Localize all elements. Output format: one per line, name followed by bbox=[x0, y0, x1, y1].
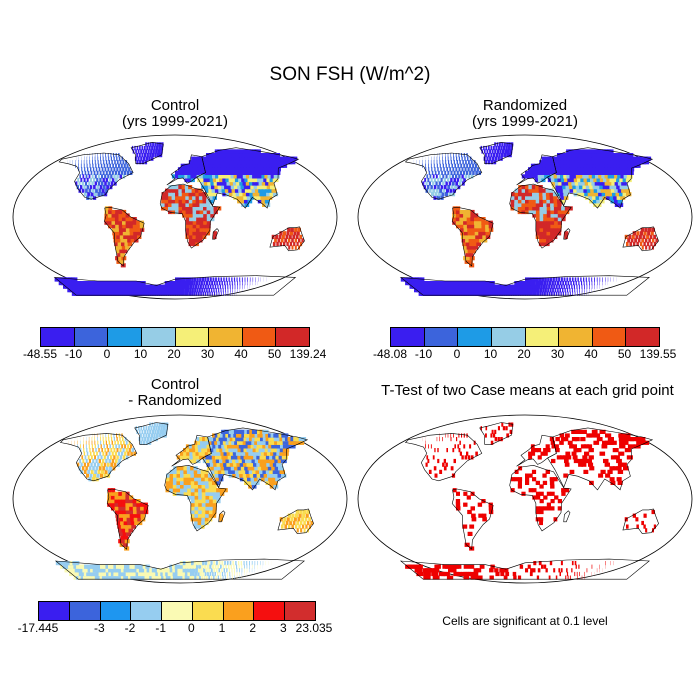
colorbar-label: 2 bbox=[249, 621, 256, 635]
colorbar-label: 139.24 bbox=[289, 347, 327, 361]
colorbar-swatch bbox=[100, 602, 132, 620]
colorbar-label: 1 bbox=[218, 621, 226, 635]
panel-title-randomized: Randomized (yrs 1999-2021) bbox=[395, 98, 655, 130]
colorbar-label: 30 bbox=[550, 347, 565, 361]
colorbar-swatch bbox=[39, 602, 70, 620]
colorbar-label: -17.445 bbox=[17, 621, 59, 635]
colorbar-label: 0 bbox=[453, 347, 461, 361]
colorbar-swatch bbox=[276, 328, 309, 346]
land-cells bbox=[405, 422, 656, 580]
coastlines bbox=[53, 141, 305, 296]
significance-note: Cells are significant at 0.1 level bbox=[442, 614, 608, 628]
colorbar-swatch bbox=[491, 328, 526, 346]
control-colorbar bbox=[40, 327, 310, 347]
colorbar-swatch bbox=[108, 328, 142, 346]
colorbar-swatch bbox=[391, 328, 425, 346]
colorbar-label: -48.08 bbox=[372, 347, 408, 361]
colorbar-swatch bbox=[209, 328, 243, 346]
panel-title: Control bbox=[150, 97, 200, 114]
colorbar-label: 30 bbox=[200, 347, 215, 361]
colorbar-swatch bbox=[131, 602, 163, 620]
panel-title-ttest: T-Test of two Case means at each grid po… bbox=[381, 382, 674, 399]
colorbar-swatch bbox=[626, 328, 659, 346]
colorbar-swatch bbox=[162, 602, 193, 620]
ttest-map bbox=[357, 414, 693, 584]
colorbar-label: 23.035 bbox=[295, 621, 333, 635]
panel-title-diff: Control - Randomized bbox=[45, 377, 305, 409]
colorbar-label: -2 bbox=[124, 621, 136, 635]
colorbar-label: 0 bbox=[187, 621, 195, 635]
colorbar-label: 0 bbox=[103, 347, 111, 361]
colorbar-swatch bbox=[175, 328, 210, 346]
panel-title: Randomized bbox=[482, 97, 568, 114]
colorbar-swatch bbox=[69, 602, 101, 620]
colorbar-swatch bbox=[424, 328, 459, 346]
panel-subtitle: - Randomized bbox=[128, 392, 222, 409]
colorbar-label: -10 bbox=[64, 347, 83, 361]
colorbar-label: 10 bbox=[483, 347, 498, 361]
colorbar-label: 10 bbox=[133, 347, 148, 361]
land-cells bbox=[400, 142, 658, 296]
panel-subtitle: (yrs 1999-2021) bbox=[472, 113, 578, 130]
colorbar-label: 40 bbox=[234, 347, 248, 361]
colorbar-swatch bbox=[223, 602, 255, 620]
colorbar-label: 40 bbox=[584, 347, 598, 361]
randomized-colorbar bbox=[390, 327, 660, 347]
colorbar-swatch bbox=[559, 328, 593, 346]
panel-title-control: Control (yrs 1999-2021) bbox=[45, 98, 305, 130]
colorbar-label: 139.55 bbox=[639, 347, 677, 361]
coastlines bbox=[399, 422, 659, 580]
map-outline bbox=[357, 414, 693, 584]
colorbar-swatch bbox=[285, 602, 316, 620]
colorbar-label: 50 bbox=[267, 347, 282, 361]
control-map bbox=[12, 134, 338, 300]
colorbar-label: -10 bbox=[414, 347, 433, 361]
colorbar-label: 50 bbox=[617, 347, 632, 361]
colorbar-label: -48.55 bbox=[22, 347, 58, 361]
randomized-map bbox=[357, 134, 693, 300]
colorbar-swatch bbox=[192, 602, 224, 620]
difference-colorbar bbox=[38, 601, 316, 621]
colorbar-label: 3 bbox=[279, 621, 287, 635]
colorbar-swatch bbox=[242, 328, 277, 346]
colorbar-swatch bbox=[525, 328, 560, 346]
colorbar-label: 20 bbox=[167, 347, 181, 361]
colorbar-label: -3 bbox=[93, 621, 105, 635]
colorbar-label: 20 bbox=[517, 347, 531, 361]
coastlines bbox=[399, 141, 659, 296]
figure-title: SON FSH (W/m^2) bbox=[269, 64, 431, 85]
colorbar-label: -1 bbox=[155, 621, 166, 635]
panel-title: Control bbox=[150, 376, 200, 393]
coastlines bbox=[54, 422, 314, 580]
colorbar-swatch bbox=[41, 328, 75, 346]
colorbar-swatch bbox=[458, 328, 492, 346]
colorbar-swatch bbox=[141, 328, 176, 346]
land-cells bbox=[55, 422, 313, 580]
colorbar-swatch bbox=[254, 602, 286, 620]
colorbar-swatch bbox=[592, 328, 627, 346]
panel-subtitle: (yrs 1999-2021) bbox=[122, 113, 228, 130]
colorbar-swatch bbox=[74, 328, 109, 346]
difference-map bbox=[12, 414, 348, 584]
